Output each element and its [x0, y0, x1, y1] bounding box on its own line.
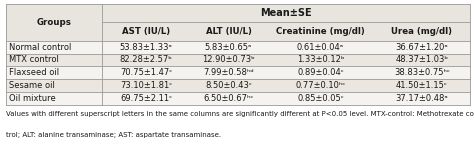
- Text: Sesame oil: Sesame oil: [9, 81, 55, 90]
- Bar: [374, 79, 470, 92]
- Bar: [267, 54, 374, 66]
- Bar: [374, 92, 470, 105]
- Text: 53.83±1.33ᵃ: 53.83±1.33ᵃ: [119, 43, 173, 52]
- Bar: [190, 66, 267, 79]
- Text: Oil mixture: Oil mixture: [9, 94, 56, 103]
- Text: 1.33±0.12ᵇ: 1.33±0.12ᵇ: [297, 56, 344, 64]
- Text: 37.17±0.48ᵃ: 37.17±0.48ᵃ: [395, 94, 448, 103]
- Bar: [6, 92, 102, 105]
- Text: ALT (IU/L): ALT (IU/L): [206, 27, 251, 36]
- Text: MTX control: MTX control: [9, 56, 59, 64]
- Bar: [102, 79, 190, 92]
- Text: Mean±SE: Mean±SE: [261, 8, 312, 18]
- Text: Creatinine (mg/dl): Creatinine (mg/dl): [276, 27, 365, 36]
- Bar: [6, 79, 102, 92]
- Text: 5.83±0.65ᵃ: 5.83±0.65ᵃ: [205, 43, 252, 52]
- Text: 0.89±0.04ᶜ: 0.89±0.04ᶜ: [297, 68, 344, 77]
- Bar: [102, 41, 190, 54]
- Bar: [190, 22, 267, 41]
- Text: Normal control: Normal control: [9, 43, 72, 52]
- Bar: [267, 92, 374, 105]
- Bar: [267, 22, 374, 41]
- Text: Groups: Groups: [36, 18, 72, 27]
- Bar: [6, 54, 102, 66]
- Bar: [374, 41, 470, 54]
- Bar: [374, 22, 470, 41]
- Text: 48.37±1.03ᵇ: 48.37±1.03ᵇ: [395, 56, 448, 64]
- Bar: [102, 92, 190, 105]
- Bar: [6, 66, 102, 79]
- Bar: [102, 54, 190, 66]
- Text: 38.83±0.75ʰᶜ: 38.83±0.75ʰᶜ: [394, 68, 450, 77]
- Bar: [6, 41, 102, 54]
- Text: 8.50±0.43ᶜ: 8.50±0.43ᶜ: [205, 81, 252, 90]
- Text: Flaxseed oil: Flaxseed oil: [9, 68, 60, 77]
- Bar: [102, 66, 190, 79]
- Text: 0.77±0.10ʰᶜ: 0.77±0.10ʰᶜ: [295, 81, 346, 90]
- Text: AST (IU/L): AST (IU/L): [122, 27, 170, 36]
- Text: Urea (mg/dl): Urea (mg/dl): [392, 27, 452, 36]
- Text: 73.10±1.81ᶜ: 73.10±1.81ᶜ: [120, 81, 172, 90]
- Text: 7.99±0.58ʰᵈ: 7.99±0.58ʰᵈ: [203, 68, 254, 77]
- Text: 6.50±0.67ʰᶜ: 6.50±0.67ʰᶜ: [203, 94, 254, 103]
- Bar: [102, 22, 190, 41]
- Bar: [374, 66, 470, 79]
- Text: 70.75±1.47ᶜ: 70.75±1.47ᶜ: [120, 68, 172, 77]
- Bar: [267, 41, 374, 54]
- Text: 12.90±0.73ᵇ: 12.90±0.73ᵇ: [202, 56, 255, 64]
- Bar: [190, 41, 267, 54]
- Text: 41.50±1.15ᶜ: 41.50±1.15ᶜ: [396, 81, 448, 90]
- Bar: [102, 4, 470, 22]
- Bar: [6, 4, 102, 41]
- Text: 0.61±0.04ᵃ: 0.61±0.04ᵃ: [297, 43, 344, 52]
- Text: trol; ALT: alanine transaminase; AST: aspartate transaminase.: trol; ALT: alanine transaminase; AST: as…: [6, 132, 221, 138]
- Bar: [267, 79, 374, 92]
- Text: 82.28±2.57ᵇ: 82.28±2.57ᵇ: [119, 56, 173, 64]
- Bar: [374, 54, 470, 66]
- Bar: [190, 79, 267, 92]
- Text: Values with different superscript letters in the same columns are significantly : Values with different superscript letter…: [6, 111, 474, 117]
- Text: 0.85±0.05ᶜ: 0.85±0.05ᶜ: [297, 94, 344, 103]
- Text: 36.67±1.20ᵃ: 36.67±1.20ᵃ: [395, 43, 448, 52]
- Text: 69.75±2.11ᶜ: 69.75±2.11ᶜ: [120, 94, 172, 103]
- Bar: [267, 66, 374, 79]
- Bar: [190, 54, 267, 66]
- Bar: [190, 92, 267, 105]
